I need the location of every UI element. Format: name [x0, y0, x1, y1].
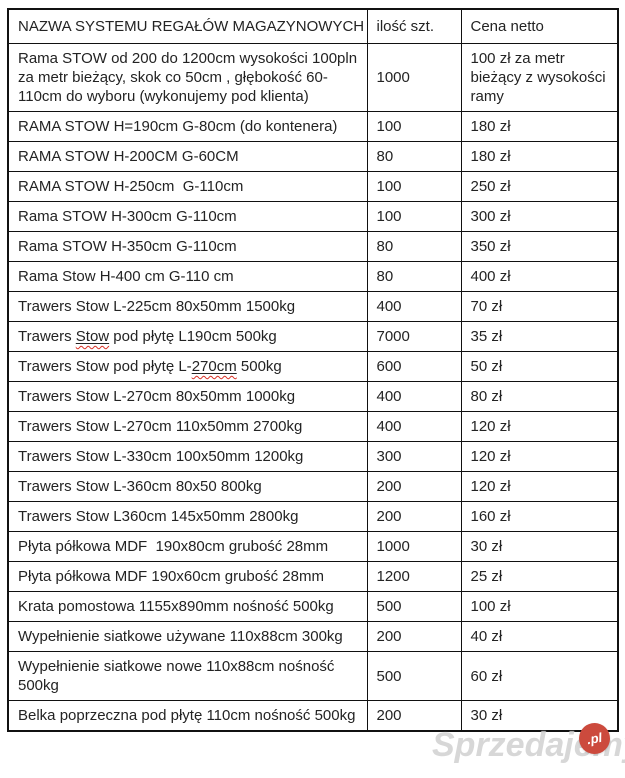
table-row: Trawers Stow L360cm 145x50mm 2800kg 200 … [7, 501, 619, 532]
quantity-cell: 200 [366, 501, 462, 532]
price-cell: 120 zł [460, 471, 619, 502]
product-name-cell: Wypełnienie siatkowe nowe 110x88cm nośno… [7, 651, 368, 701]
product-name-cell: Wypełnienie siatkowe używane 110x88cm 30… [7, 621, 368, 652]
product-name-text: Trawers Stow pod płytę L- [18, 358, 192, 375]
product-name-cell: Trawers Stow pod płytę L190cm 500kg [7, 321, 368, 352]
product-name-cell: Trawers Stow L-330cm 100x50mm 1200kg [7, 441, 368, 472]
price-cell: 300 zł [460, 201, 619, 232]
price-cell: 400 zł [460, 261, 619, 292]
table-header-row: NAZWA SYSTEMU REGAŁÓW MAGAZYNOWYCH ilość… [7, 8, 619, 44]
quantity-cell: 200 [366, 621, 462, 652]
table-row: Wypełnienie siatkowe używane 110x88cm 30… [7, 621, 619, 652]
product-name-cell: RAMA STOW H-250cm G-110cm [7, 171, 368, 202]
price-cell: 50 zł [460, 351, 619, 382]
table-row: Belka poprzeczna pod płytę 110cm nośność… [7, 700, 619, 732]
table-row: Trawers Stow L-330cm 100x50mm 1200kg 300… [7, 441, 619, 472]
price-cell: 100 zł za metr bieżący z wysokości ramy [460, 43, 619, 112]
quantity-cell: 200 [366, 700, 462, 732]
price-cell: 40 zł [460, 621, 619, 652]
product-name-cell: Trawers Stow L-270cm 80x50mm 1000kg [7, 381, 368, 412]
table-row: Trawers Stow L-270cm 110x50mm 2700kg 400… [7, 411, 619, 442]
product-name-cell: Rama Stow H-400 cm G-110 cm [7, 261, 368, 292]
quantity-cell: 80 [366, 141, 462, 172]
table-row: Trawers Stow L-225cm 80x50mm 1500kg 400 … [7, 291, 619, 322]
table-row: Płyta półkowa MDF 190x60cm grubość 28mm … [7, 561, 619, 592]
table-row: Rama STOW H-350cm G-110cm 80 350 zł [7, 231, 619, 262]
header-quantity: ilość szt. [366, 8, 462, 44]
spellcheck-marked-word: 270cm [191, 358, 237, 375]
price-cell: 350 zł [460, 231, 619, 262]
price-cell: 35 zł [460, 321, 619, 352]
product-name-cell: Rama STOW od 200 do 1200cm wysokości 100… [7, 43, 368, 112]
product-name-cell: Płyta półkowa MDF 190x60cm grubość 28mm [7, 561, 368, 592]
product-name-cell: Rama STOW H-300cm G-110cm [7, 201, 368, 232]
product-name-cell: Trawers Stow L-270cm 110x50mm 2700kg [7, 411, 368, 442]
table-row: Trawers Stow pod płytę L190cm 500kg 7000… [7, 321, 619, 352]
spellcheck-underline: 270cm [192, 358, 237, 375]
product-name-text: Trawers [18, 328, 76, 345]
price-cell: 30 zł [460, 531, 619, 562]
quantity-cell: 1200 [366, 561, 462, 592]
product-name-cell: RAMA STOW H=190cm G-80cm (do kontenera) [7, 111, 368, 142]
table-row: RAMA STOW H-200CM G-60CM 80 180 zł [7, 141, 619, 172]
table-row: Krata pomostowa 1155x890mm nośność 500kg… [7, 591, 619, 622]
table-row: Wypełnienie siatkowe nowe 110x88cm nośno… [7, 651, 619, 701]
table-row: Płyta półkowa MDF 190x80cm grubość 28mm … [7, 531, 619, 562]
quantity-cell: 600 [366, 351, 462, 382]
product-name-cell: Trawers Stow L-225cm 80x50mm 1500kg [7, 291, 368, 322]
table-row: RAMA STOW H-250cm G-110cm 100 250 zł [7, 171, 619, 202]
table-row: Trawers Stow L-360cm 80x50 800kg 200 120… [7, 471, 619, 502]
quantity-cell: 7000 [366, 321, 462, 352]
table-row: RAMA STOW H=190cm G-80cm (do kontenera) … [7, 111, 619, 142]
price-cell: 60 zł [460, 651, 619, 701]
price-cell: 120 zł [460, 411, 619, 442]
product-name-cell: Trawers Stow L360cm 145x50mm 2800kg [7, 501, 368, 532]
table-row: Trawers Stow pod płytę L-270cm 500kg 600… [7, 351, 619, 382]
spellcheck-underline: Stow [76, 328, 109, 345]
price-cell: 160 zł [460, 501, 619, 532]
quantity-cell: 100 [366, 111, 462, 142]
quantity-cell: 1000 [366, 43, 462, 112]
spellcheck-marked-word: Stow [75, 328, 110, 345]
quantity-cell: 80 [366, 231, 462, 262]
header-price: Cena netto [460, 8, 619, 44]
quantity-cell: 1000 [366, 531, 462, 562]
quantity-cell: 100 [366, 171, 462, 202]
header-name: NAZWA SYSTEMU REGAŁÓW MAGAZYNOWYCH [7, 8, 368, 44]
quantity-cell: 300 [366, 441, 462, 472]
product-name-cell: Rama STOW H-350cm G-110cm [7, 231, 368, 262]
table-row: Rama Stow H-400 cm G-110 cm 80 400 zł [7, 261, 619, 292]
product-name-cell: Belka poprzeczna pod płytę 110cm nośność… [7, 700, 368, 732]
product-name-cell: Krata pomostowa 1155x890mm nośność 500kg [7, 591, 368, 622]
product-name-cell: Trawers Stow pod płytę L-270cm 500kg [7, 351, 368, 382]
price-cell: 100 zł [460, 591, 619, 622]
price-cell: 180 zł [460, 111, 619, 142]
price-cell: 30 zł [460, 700, 619, 732]
price-cell: 70 zł [460, 291, 619, 322]
quantity-cell: 400 [366, 411, 462, 442]
price-cell: 80 zł [460, 381, 619, 412]
price-cell: 250 zł [460, 171, 619, 202]
product-name-text: 500kg [236, 358, 282, 375]
quantity-cell: 400 [366, 381, 462, 412]
product-name-cell: RAMA STOW H-200CM G-60CM [7, 141, 368, 172]
price-cell: 25 zł [460, 561, 619, 592]
price-table: NAZWA SYSTEMU REGAŁÓW MAGAZYNOWYCH ilość… [7, 8, 619, 732]
quantity-cell: 200 [366, 471, 462, 502]
product-name-cell: Trawers Stow L-360cm 80x50 800kg [7, 471, 368, 502]
table-row: Rama STOW H-300cm G-110cm 100 300 zł [7, 201, 619, 232]
price-cell: 120 zł [460, 441, 619, 472]
product-name-cell: Płyta półkowa MDF 190x80cm grubość 28mm [7, 531, 368, 562]
quantity-cell: 80 [366, 261, 462, 292]
price-cell: 180 zł [460, 141, 619, 172]
quantity-cell: 500 [366, 591, 462, 622]
product-name-text: pod płytę L190cm 500kg [109, 328, 277, 345]
table-row: Rama STOW od 200 do 1200cm wysokości 100… [7, 43, 619, 112]
quantity-cell: 400 [366, 291, 462, 322]
table-row: Trawers Stow L-270cm 80x50mm 1000kg 400 … [7, 381, 619, 412]
quantity-cell: 100 [366, 201, 462, 232]
quantity-cell: 500 [366, 651, 462, 701]
